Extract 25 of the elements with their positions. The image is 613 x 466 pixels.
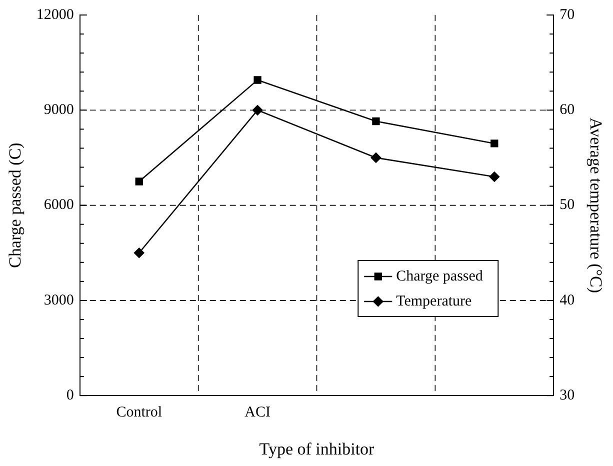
point	[370, 152, 382, 163]
point	[134, 248, 144, 258]
point	[135, 178, 143, 186]
y-tick-label: 3000	[44, 292, 74, 308]
y-tick-label: 9000	[44, 102, 74, 118]
y-tick-label: 12000	[36, 6, 74, 23]
point	[490, 140, 498, 148]
x-tick-label: Control	[116, 404, 162, 421]
y2-tick-label: 40	[560, 292, 575, 308]
legend-label: Charge passed	[396, 268, 484, 284]
y2-tick-label: 50	[560, 197, 575, 214]
y2-tick-label: 60	[560, 102, 575, 118]
y2-tick-label: 70	[560, 6, 575, 23]
y2-tick-label: 30	[560, 388, 575, 404]
point	[252, 105, 263, 116]
point	[254, 76, 262, 84]
y-tick-label: 6000	[44, 197, 74, 214]
point	[489, 172, 500, 182]
y2-axis-title: Average temperature (°C)	[586, 118, 606, 294]
y-axis-title: Charge passed (C)	[6, 142, 25, 268]
point	[372, 117, 380, 126]
legend-label: Temperature	[396, 293, 472, 310]
x-tick-label: ACI	[244, 404, 270, 421]
x-axis-title: Type of inhibitor	[259, 439, 375, 458]
y-tick-label: 0	[66, 388, 74, 404]
